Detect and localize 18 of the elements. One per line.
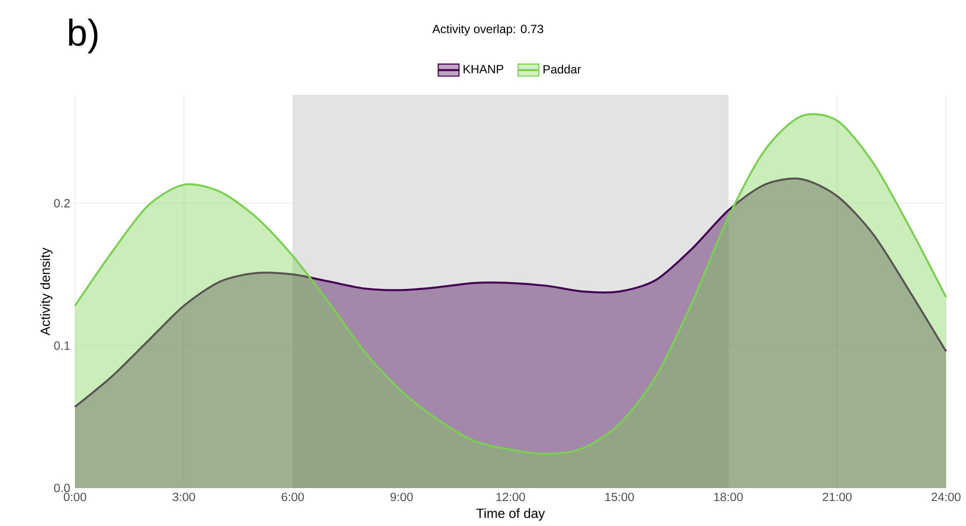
y-axis-title: Activity density	[40, 248, 53, 336]
x-tick-label: 21:00	[822, 492, 852, 502]
y-tick-label: 0.1	[54, 341, 70, 350]
x-tick-label: 24:00	[932, 492, 961, 502]
y-tick-label: 0.0	[54, 484, 70, 492]
legend-label: KHANP	[464, 64, 504, 74]
x-tick-label: 3:00	[172, 492, 196, 502]
chart-title: Activity overlap: 0.73	[432, 24, 544, 36]
x-tick-label: 9:00	[390, 492, 413, 502]
x-tick-label: 15:00	[605, 492, 634, 502]
x-tick-label: 6:00	[282, 492, 304, 502]
y-tick-label: 0.2	[54, 198, 70, 208]
x-tick-label: 12:00	[496, 492, 525, 502]
legend-label: Paddar	[544, 64, 581, 74]
x-tick-label: 0:00	[64, 492, 86, 502]
x-tick-label: 18:00	[714, 492, 743, 502]
text: b)	[69, 18, 98, 54]
x-axis-title: Time of day	[476, 508, 545, 521]
